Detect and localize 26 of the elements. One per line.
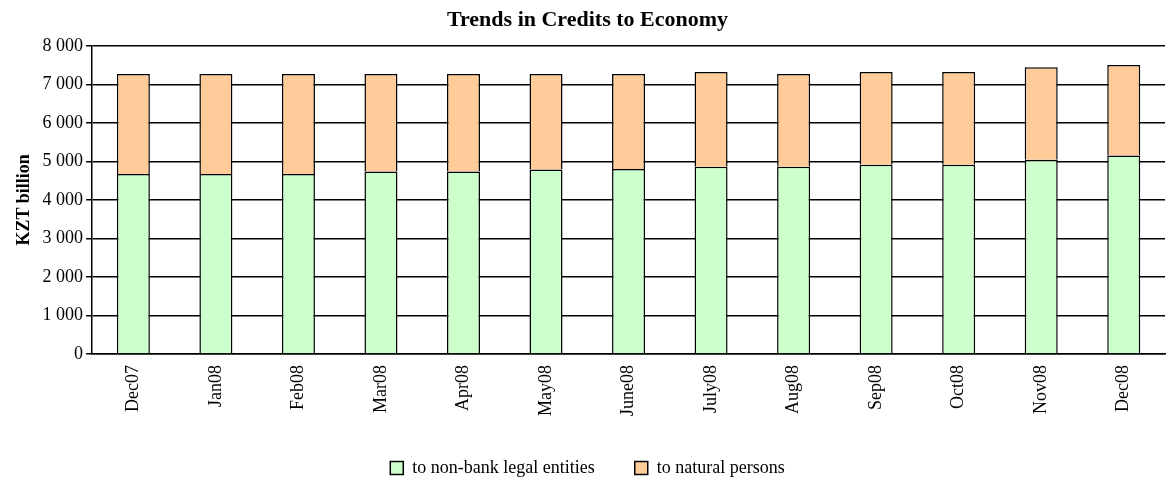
y-tick-label: 6 000 <box>42 111 84 132</box>
y-tick-label: 0 <box>74 342 84 363</box>
x-tick-label: June08 <box>617 365 638 417</box>
y-tick-label: 7 000 <box>42 73 84 94</box>
x-tick-label: Mar08 <box>369 365 390 414</box>
y-tick-label: 2 000 <box>42 265 84 286</box>
y-tick-label: 5 000 <box>42 150 84 171</box>
y-axis-title: KZT billion <box>13 154 34 246</box>
y-tick-label: 8 000 <box>42 34 84 55</box>
x-tick-label: Dec08 <box>1112 365 1133 412</box>
y-tick-label: 4 000 <box>42 188 84 209</box>
x-tick-label: Aug08 <box>782 365 803 415</box>
x-tick-label: Apr08 <box>452 365 473 412</box>
x-tick-label: May08 <box>534 365 555 417</box>
x-tick-label: Feb08 <box>287 365 308 411</box>
y-tick-label: 1 000 <box>42 304 84 325</box>
y-tick-label: 3 000 <box>42 227 84 248</box>
x-tick-label: Sep08 <box>864 365 885 411</box>
x-tick-label: July08 <box>699 365 720 414</box>
chart-title: Trends in Credits to Economy <box>445 6 730 32</box>
x-tick-label: Nov08 <box>1029 365 1050 415</box>
legend-label: to natural persons <box>656 456 785 477</box>
x-tick-label: Dec07 <box>122 365 143 412</box>
legend-label: to non-bank legal entities <box>412 456 595 477</box>
x-tick-label: Oct08 <box>947 365 968 410</box>
x-tick-label: Jan08 <box>204 365 225 408</box>
